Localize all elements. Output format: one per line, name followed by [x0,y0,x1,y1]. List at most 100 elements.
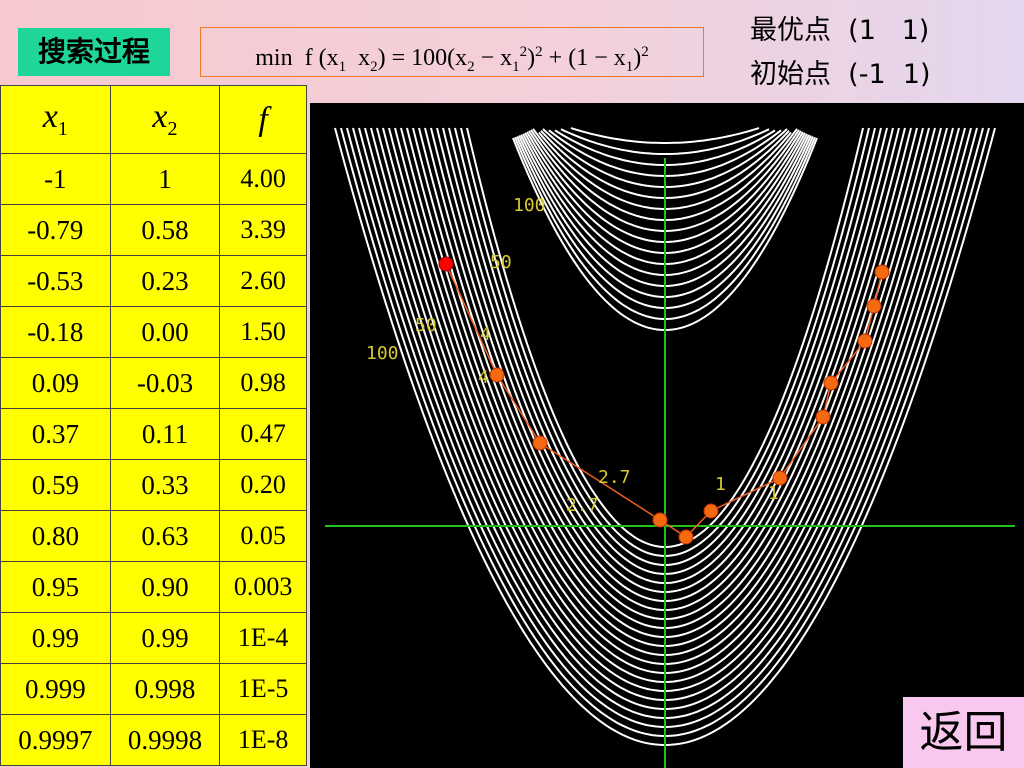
contour-label: 1 [768,483,779,504]
start-marker [438,256,454,272]
table-row: -0.53 0.23 2.60 [0,255,307,307]
column-symbol: x [42,98,58,136]
table-row: -1 1 4.00 [0,153,307,205]
formula-part: 2 [467,58,475,75]
contour-label: 2.7 [566,495,599,516]
contour-line [560,128,770,155]
table-cell: -0.53 [0,255,111,307]
table-row: 0.09 -0.03 0.98 [0,357,307,409]
contour-label: 100 [513,195,546,216]
table-row: 0.999 0.998 1E-5 [0,663,307,715]
table-cell: 0.47 [219,408,307,460]
contour-label: 1 [715,474,726,495]
column-header: x1 [0,85,111,154]
start-point: 初始点 (-1 1) [750,59,931,90]
table-cell: 0.003 [219,561,307,613]
formula-part: + (1 − x [542,45,626,71]
table-cell: 3.39 [219,204,307,256]
table-cell: 0.09 [0,357,111,409]
search-point [678,529,694,545]
table-cell: 0.998 [109,663,221,715]
table-cell: 0.37 [0,408,111,460]
table-cell: 0.9998 [109,714,221,766]
formula-part: min f (x [255,45,339,71]
table-cell: 0.95 [0,561,111,613]
formula-part: 1 [625,58,634,75]
table-cell: 1E-5 [219,663,307,715]
search-point [874,264,890,280]
formula-part: 1 [338,58,347,75]
formula-part: ) [633,45,642,71]
table-cell: 0.58 [109,204,221,256]
contour-plot: 100 50 50 100 4 4 2.7 2.7 1 1 [310,103,1024,768]
table-cell: 0.9997 [0,714,111,766]
plot-background [310,103,1024,768]
contour-label: 100 [366,343,399,364]
table-cell: 0.90 [109,561,221,613]
contour-label: 50 [415,315,437,336]
column-symbol: f [258,100,268,138]
column-subscript: 2 [167,117,178,140]
search-points [489,264,890,545]
table-row: 0.80 0.63 0.05 [0,510,307,562]
search-point [866,298,882,314]
search-point [652,512,668,528]
table-cell: 2.60 [219,255,307,307]
table-row: 0.99 0.99 1E-4 [0,612,307,664]
contour-label: 4 [478,367,489,388]
optimum-point: 最优点 (1 1) [750,15,930,46]
table-cell: 0.98 [219,357,307,409]
search-point [489,367,505,383]
formula-part: − x [474,45,513,71]
formula-part: 2 [641,44,649,60]
column-header: f [219,85,307,154]
table-cell: -0.18 [0,306,111,358]
formula-part: x [346,45,371,71]
table-cell: 1E-4 [219,612,307,664]
table-cell: 0.05 [219,510,307,562]
table-cell: -0.03 [109,357,221,409]
table-cell: 0.99 [0,612,111,664]
search-point [823,375,839,391]
formula-part: ) = 100(x [377,45,468,71]
formula-part: 2 [535,44,543,60]
table-cell: 0.99 [109,612,221,664]
table-cell: 0.11 [109,408,221,460]
table-row: -0.18 0.00 1.50 [0,306,307,358]
contour-line [570,127,760,144]
search-point [815,409,831,425]
column-subscript: 1 [57,117,68,140]
formula-part: 2 [519,44,528,60]
table-cell: 1E-8 [219,714,307,766]
formula-part: ) [527,45,536,71]
table-cell: 0.63 [109,510,221,562]
search-point [857,333,873,349]
formula: min f (x1 x2) = 100(x2 − x12)2 + (1 − x1… [200,27,704,77]
contour-label: 4 [480,324,491,345]
table-header: x1 x2 f [0,85,307,154]
table-cell: 0.23 [109,255,221,307]
section-title: 搜索过程 [18,28,170,76]
table-cell: 1.50 [219,306,307,358]
contour-label: 2.7 [598,467,631,488]
table-cell: 0.20 [219,459,307,511]
return-button[interactable]: 返回 [903,697,1024,768]
table-cell: 1 [109,153,221,205]
column-header: x2 [109,85,221,154]
table-row: 0.9997 0.9998 1E-8 [0,714,307,766]
contour-label: 50 [490,252,512,273]
table-cell: -0.79 [0,204,111,256]
formula-part: 2 [370,58,378,75]
table-cell: -1 [0,153,111,205]
search-point [703,503,719,519]
table-cell: 0.33 [109,459,221,511]
column-symbol: x [152,98,168,136]
table-row: 0.37 0.11 0.47 [0,408,307,460]
table-cell: 0.80 [0,510,111,562]
iteration-table: x1 x2 f -1 1 4.00 -0.79 0.58 3.39 -0.53 0.23 2.60-… [0,85,307,766]
table-cell: 4.00 [219,153,307,205]
table-cell: 0.999 [0,663,111,715]
table-row: 0.59 0.33 0.20 [0,459,307,511]
table-cell: 0.00 [109,306,221,358]
